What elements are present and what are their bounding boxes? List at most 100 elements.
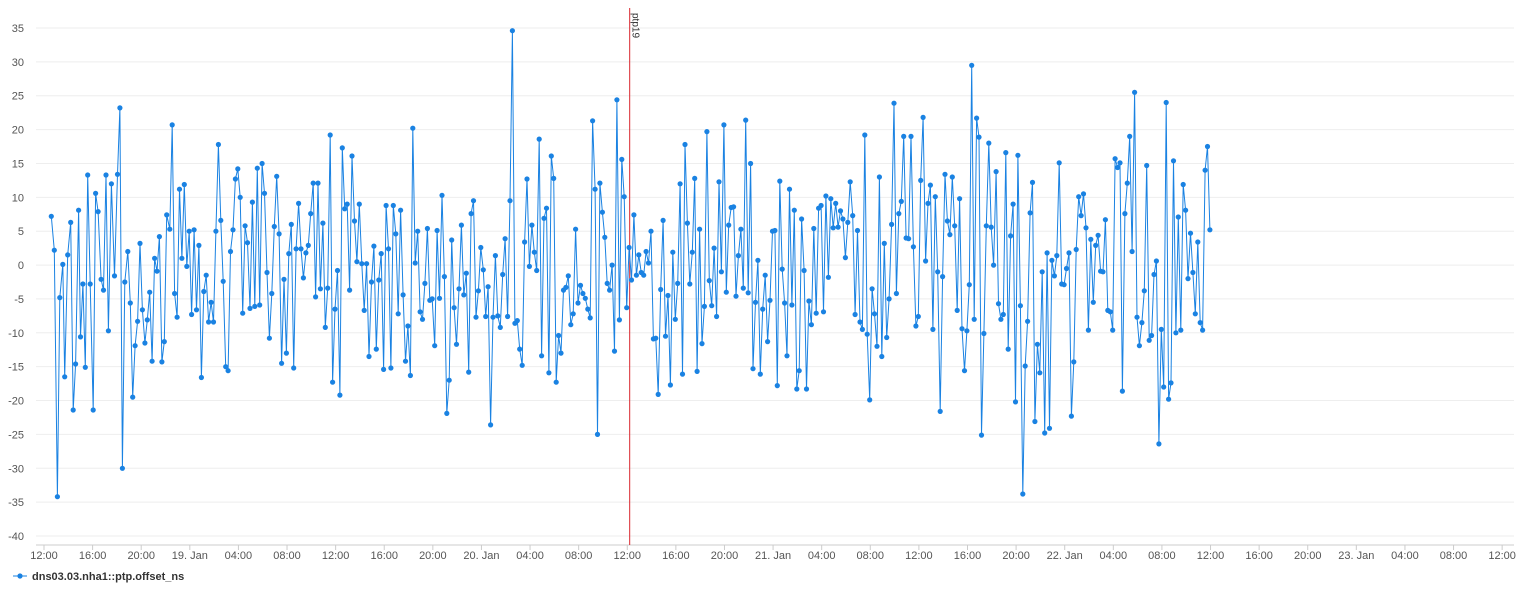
- data-point[interactable]: [852, 311, 858, 318]
- data-point[interactable]: [359, 261, 365, 267]
- data-point[interactable]: [174, 314, 180, 320]
- data-point[interactable]: [636, 252, 642, 258]
- data-point[interactable]: [300, 275, 306, 281]
- data-point[interactable]: [835, 224, 841, 230]
- data-point[interactable]: [1161, 384, 1167, 390]
- data-point[interactable]: [1068, 413, 1074, 419]
- data-point[interactable]: [597, 180, 603, 186]
- data-point[interactable]: [847, 179, 853, 185]
- data-point[interactable]: [213, 228, 219, 234]
- data-point[interactable]: [410, 125, 416, 131]
- data-point[interactable]: [1175, 214, 1181, 220]
- data-point[interactable]: [366, 353, 372, 360]
- data-point[interactable]: [488, 422, 494, 428]
- data-point[interactable]: [779, 266, 785, 272]
- data-point[interactable]: [983, 223, 989, 229]
- data-point[interactable]: [283, 350, 289, 356]
- data-point[interactable]: [952, 223, 958, 229]
- data-point[interactable]: [1039, 269, 1045, 275]
- data-point[interactable]: [398, 207, 404, 213]
- data-point[interactable]: [313, 294, 319, 300]
- data-point[interactable]: [772, 227, 778, 234]
- data-point[interactable]: [1110, 327, 1116, 333]
- data-point[interactable]: [444, 410, 450, 416]
- data-point[interactable]: [701, 303, 708, 309]
- data-point[interactable]: [573, 226, 579, 232]
- data-point[interactable]: [971, 316, 977, 322]
- data-point[interactable]: [492, 253, 498, 259]
- data-point[interactable]: [1202, 167, 1208, 173]
- data-point[interactable]: [453, 341, 460, 347]
- data-point[interactable]: [1056, 160, 1062, 166]
- data-point[interactable]: [743, 117, 749, 123]
- data-point[interactable]: [529, 222, 535, 228]
- data-point[interactable]: [1044, 250, 1050, 256]
- data-point[interactable]: [1151, 271, 1157, 278]
- data-point[interactable]: [159, 359, 165, 365]
- data-point[interactable]: [689, 249, 695, 255]
- data-point[interactable]: [867, 397, 873, 403]
- data-point[interactable]: [762, 272, 768, 278]
- data-point[interactable]: [156, 234, 162, 240]
- data-point[interactable]: [709, 303, 715, 309]
- data-point[interactable]: [568, 322, 574, 328]
- data-point[interactable]: [748, 160, 754, 167]
- data-point[interactable]: [908, 133, 914, 139]
- data-point[interactable]: [886, 296, 892, 302]
- data-point[interactable]: [154, 268, 160, 274]
- data-point[interactable]: [215, 141, 221, 148]
- data-point[interactable]: [132, 343, 138, 349]
- data-point[interactable]: [522, 239, 528, 245]
- data-point[interactable]: [1054, 253, 1060, 259]
- data-point[interactable]: [534, 267, 540, 274]
- data-point[interactable]: [1112, 156, 1118, 162]
- data-point[interactable]: [181, 181, 187, 188]
- data-point[interactable]: [130, 394, 136, 400]
- data-point[interactable]: [818, 202, 824, 209]
- data-point[interactable]: [149, 358, 155, 364]
- data-point[interactable]: [470, 198, 477, 204]
- data-point[interactable]: [1029, 179, 1036, 185]
- data-point[interactable]: [633, 272, 640, 278]
- data-point[interactable]: [959, 326, 965, 332]
- data-point[interactable]: [368, 279, 375, 285]
- data-point[interactable]: [854, 227, 861, 234]
- data-point[interactable]: [735, 253, 742, 259]
- data-point[interactable]: [915, 313, 921, 320]
- data-point[interactable]: [1000, 311, 1006, 318]
- data-point[interactable]: [1090, 299, 1096, 305]
- data-point[interactable]: [752, 299, 759, 305]
- data-point[interactable]: [645, 260, 652, 266]
- data-point[interactable]: [1085, 327, 1091, 333]
- data-point[interactable]: [706, 278, 712, 284]
- data-point[interactable]: [976, 134, 982, 140]
- data-point[interactable]: [874, 343, 880, 349]
- data-point[interactable]: [193, 307, 200, 313]
- data-point[interactable]: [339, 145, 345, 151]
- data-point[interactable]: [1180, 181, 1186, 188]
- data-point[interactable]: [344, 201, 350, 207]
- data-point[interactable]: [208, 299, 214, 305]
- data-point[interactable]: [599, 209, 606, 215]
- data-point[interactable]: [80, 281, 86, 287]
- data-point[interactable]: [196, 242, 202, 248]
- data-point[interactable]: [1032, 418, 1038, 425]
- data-point[interactable]: [833, 200, 839, 206]
- data-point[interactable]: [1149, 332, 1155, 339]
- data-point[interactable]: [845, 219, 851, 225]
- data-point[interactable]: [553, 379, 559, 385]
- data-point[interactable]: [716, 179, 722, 185]
- data-point[interactable]: [220, 278, 226, 284]
- data-point[interactable]: [514, 318, 520, 324]
- data-point[interactable]: [923, 258, 929, 264]
- data-point[interactable]: [1022, 363, 1028, 369]
- data-point[interactable]: [949, 174, 955, 180]
- data-point[interactable]: [417, 309, 423, 315]
- data-point[interactable]: [383, 202, 389, 209]
- data-point[interactable]: [332, 306, 338, 312]
- data-point[interactable]: [93, 190, 99, 196]
- data-point[interactable]: [1005, 346, 1011, 352]
- data-point[interactable]: [385, 246, 392, 252]
- data-point[interactable]: [276, 231, 282, 237]
- data-point[interactable]: [259, 160, 265, 167]
